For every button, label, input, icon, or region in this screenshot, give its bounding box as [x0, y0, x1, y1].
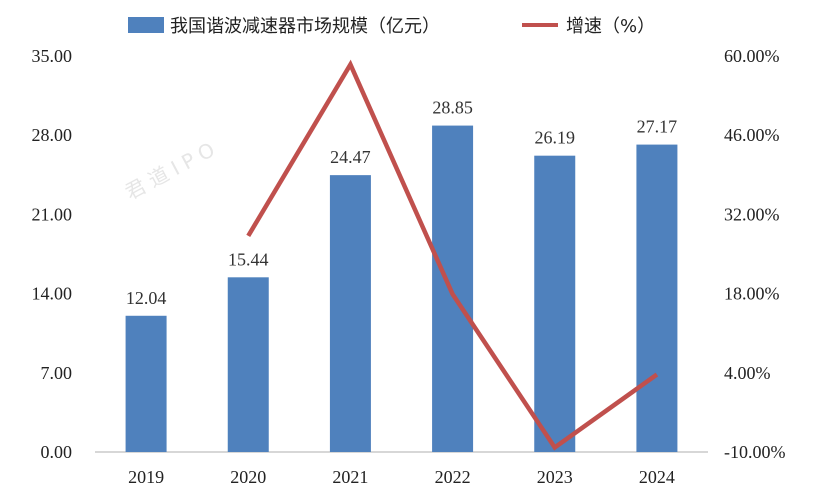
right-axis-tick-label: -10.00% — [724, 442, 786, 462]
bar-data-label: 15.44 — [228, 249, 269, 269]
x-axis-tick-label: 2023 — [537, 467, 573, 487]
x-axis-tick-label: 2020 — [230, 467, 266, 487]
bar — [329, 175, 371, 452]
watermark: 君道IPO — [121, 135, 224, 205]
left-axis: 0.00 7.00 14.00 21.00 28.00 35.00 — [32, 46, 73, 462]
bar-data-label: 24.47 — [330, 147, 371, 167]
right-axis: -10.00% 4.00% 18.00% 32.00% 46.00% 60.00% — [724, 46, 786, 462]
legend-swatch-bar — [128, 17, 164, 33]
right-axis-tick-label: 46.00% — [724, 125, 780, 145]
bar — [227, 277, 269, 452]
bar-data-label: 28.85 — [432, 98, 473, 118]
legend-label-bar: 我国谐波减速器市场规模（亿元） — [170, 16, 440, 37]
bar-data-label: 26.19 — [535, 128, 576, 148]
x-axis-tick-label: 2019 — [128, 467, 164, 487]
right-axis-tick-label: 32.00% — [724, 204, 780, 224]
bar-data-labels: 12.04 15.44 24.47 28.85 26.19 27.17 — [126, 98, 677, 308]
x-axis-tick-label: 2022 — [435, 467, 471, 487]
left-axis-tick-label: 21.00 — [32, 204, 73, 224]
right-axis-tick-label: 60.00% — [724, 46, 780, 66]
right-axis-tick-label: 4.00% — [724, 363, 771, 383]
left-axis-tick-label: 0.00 — [41, 442, 73, 462]
growth-line-series — [246, 59, 659, 451]
left-axis-tick-label: 14.00 — [32, 284, 73, 304]
x-axis: 2019 2020 2021 2022 2023 2024 — [95, 451, 708, 487]
bar-data-label: 27.17 — [637, 117, 678, 137]
bar — [125, 315, 167, 452]
legend: 我国谐波减速器市场规模（亿元） 增速（%） — [128, 16, 655, 37]
right-axis-tick-label: 18.00% — [724, 284, 780, 304]
legend-label-line: 增速（%） — [566, 16, 655, 37]
bar — [534, 155, 576, 452]
left-axis-tick-label: 28.00 — [32, 125, 73, 145]
x-axis-tick-label: 2024 — [639, 467, 675, 487]
left-axis-tick-label: 7.00 — [41, 363, 73, 383]
x-axis-tick-label: 2021 — [332, 467, 368, 487]
bar — [636, 144, 678, 452]
watermark-text: 君道IPO — [121, 135, 224, 205]
left-axis-tick-label: 35.00 — [32, 46, 73, 66]
bar-data-label: 12.04 — [126, 288, 167, 308]
